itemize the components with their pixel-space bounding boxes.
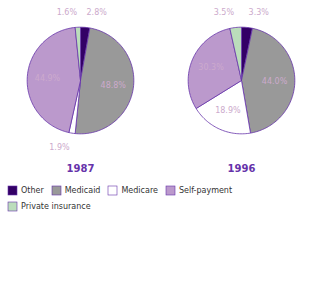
html-text:Private insurance: Private insurance (21, 202, 91, 212)
html-text:Medicare: Medicare (121, 185, 158, 195)
svg-text:1996: 1996 (228, 163, 256, 174)
svg-text:1.9%: 1.9% (49, 143, 70, 152)
svg-text:18.9%: 18.9% (215, 106, 241, 115)
svg-text:48.8%: 48.8% (101, 81, 127, 90)
svg-text:3.5%: 3.5% (214, 8, 235, 17)
svg-text:2.8%: 2.8% (86, 8, 107, 17)
svg-text:30.3%: 30.3% (198, 63, 224, 72)
html-text:Other: Other (21, 185, 44, 195)
svg-text:1.6%: 1.6% (57, 8, 78, 17)
svg-text:44.0%: 44.0% (262, 77, 288, 86)
html-text:Self-payment: Self-payment (178, 185, 232, 195)
svg-text:3.3%: 3.3% (249, 8, 270, 17)
svg-text:1987: 1987 (67, 163, 95, 174)
svg-text:44.9%: 44.9% (35, 74, 61, 83)
html-text:Medicaid: Medicaid (64, 185, 101, 195)
